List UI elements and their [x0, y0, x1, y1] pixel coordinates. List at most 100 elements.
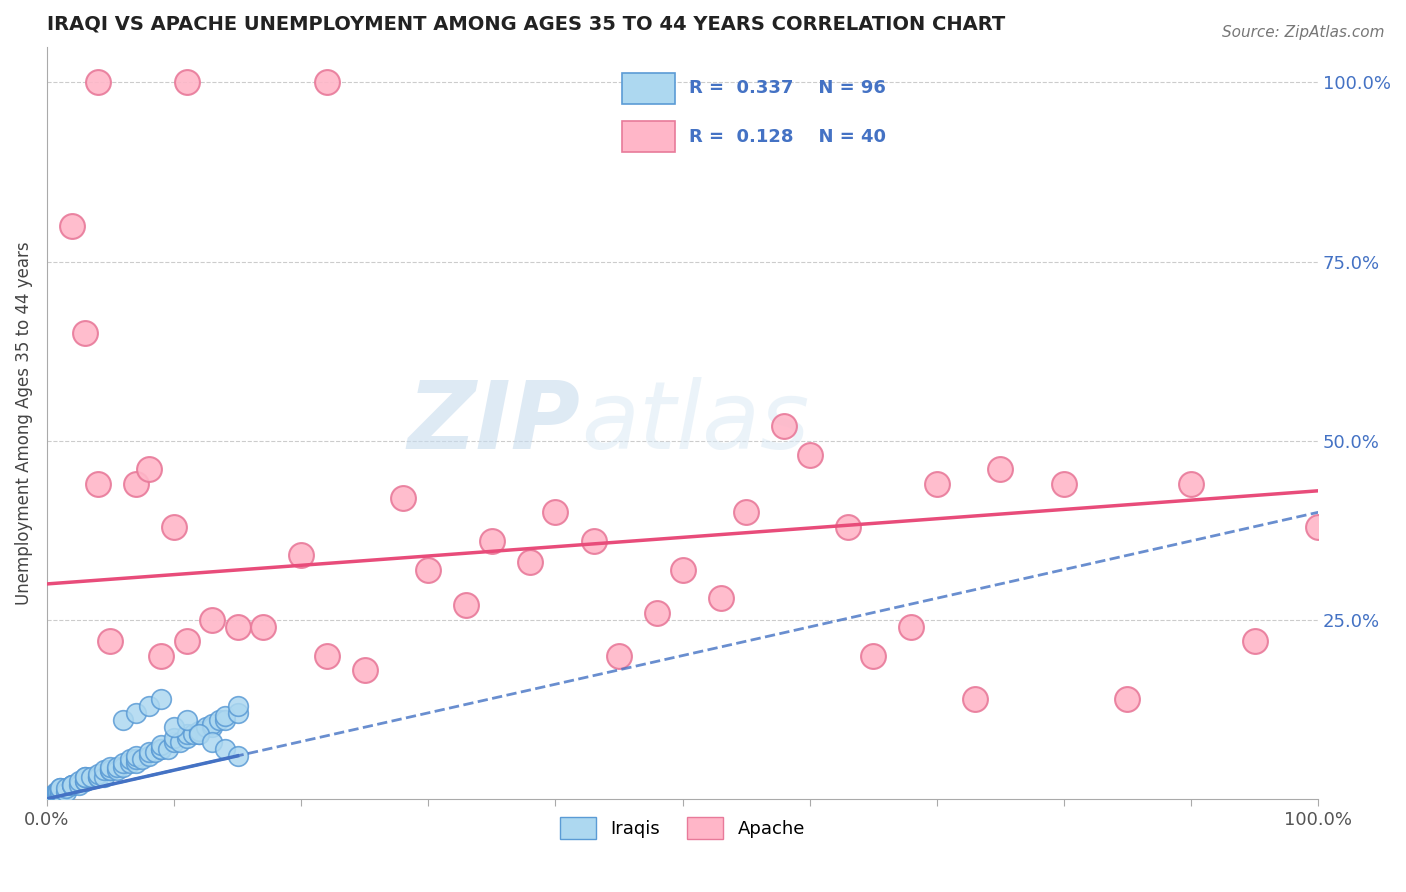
- Point: [226, 620, 249, 634]
- Point: [735, 505, 758, 519]
- Point: [35, 792, 58, 806]
- Point: [163, 731, 186, 745]
- Point: [87, 75, 110, 89]
- Point: [100, 763, 122, 777]
- Point: [163, 720, 186, 734]
- Point: [315, 648, 337, 663]
- Point: [73, 326, 96, 341]
- Point: [138, 462, 160, 476]
- Point: [582, 533, 605, 548]
- Point: [35, 792, 58, 806]
- Text: R =  0.337    N = 96: R = 0.337 N = 96: [689, 79, 886, 97]
- Point: [519, 556, 541, 570]
- Point: [671, 563, 693, 577]
- Point: [131, 752, 153, 766]
- Point: [188, 727, 211, 741]
- Legend: Iraqis, Apache: Iraqis, Apache: [553, 810, 813, 847]
- Point: [169, 734, 191, 748]
- Point: [1116, 691, 1139, 706]
- Point: [100, 634, 122, 648]
- Point: [42, 789, 65, 803]
- Point: [87, 770, 110, 784]
- Point: [48, 785, 70, 799]
- Point: [112, 713, 135, 727]
- Point: [1308, 519, 1330, 533]
- Point: [188, 723, 211, 738]
- Point: [290, 549, 312, 563]
- Point: [35, 792, 58, 806]
- Point: [35, 792, 58, 806]
- Point: [163, 519, 186, 533]
- Point: [67, 777, 90, 791]
- Y-axis label: Unemployment Among Ages 35 to 44 years: Unemployment Among Ages 35 to 44 years: [15, 241, 32, 605]
- Point: [176, 713, 198, 727]
- Text: ZIP: ZIP: [408, 376, 581, 469]
- Point: [35, 792, 58, 806]
- Point: [315, 75, 337, 89]
- Point: [150, 741, 173, 756]
- Point: [112, 756, 135, 770]
- Point: [87, 766, 110, 780]
- Point: [125, 756, 148, 770]
- Point: [80, 770, 103, 784]
- Point: [60, 777, 83, 791]
- Point: [35, 792, 58, 806]
- Point: [100, 759, 122, 773]
- Point: [35, 792, 58, 806]
- Point: [150, 738, 173, 752]
- Point: [46, 785, 69, 799]
- Point: [176, 727, 198, 741]
- Point: [112, 759, 135, 773]
- Point: [201, 720, 224, 734]
- Point: [252, 620, 274, 634]
- Point: [226, 706, 249, 720]
- Point: [176, 75, 198, 89]
- Point: [35, 792, 58, 806]
- Point: [799, 448, 821, 462]
- Point: [150, 691, 173, 706]
- Point: [35, 792, 58, 806]
- Point: [73, 770, 96, 784]
- FancyBboxPatch shape: [621, 73, 675, 103]
- Point: [125, 706, 148, 720]
- Point: [35, 792, 58, 806]
- Point: [156, 741, 179, 756]
- Point: [118, 752, 141, 766]
- Point: [67, 773, 90, 788]
- Point: [105, 759, 128, 773]
- Point: [392, 491, 415, 505]
- Point: [1243, 634, 1265, 648]
- Point: [55, 781, 77, 796]
- Text: R =  0.128    N = 40: R = 0.128 N = 40: [689, 128, 886, 145]
- Point: [45, 785, 67, 799]
- Point: [93, 770, 115, 784]
- Point: [207, 713, 229, 727]
- Point: [125, 476, 148, 491]
- Point: [201, 716, 224, 731]
- Point: [35, 792, 58, 806]
- Point: [226, 748, 249, 763]
- Point: [226, 698, 249, 713]
- Point: [143, 745, 166, 759]
- Point: [125, 748, 148, 763]
- Point: [48, 785, 70, 799]
- Point: [988, 462, 1011, 476]
- Point: [862, 648, 884, 663]
- Point: [481, 533, 503, 548]
- Point: [925, 476, 948, 491]
- Point: [55, 785, 77, 799]
- Point: [188, 727, 211, 741]
- Point: [100, 763, 122, 777]
- Point: [214, 709, 236, 723]
- Point: [214, 741, 236, 756]
- Point: [710, 591, 733, 606]
- Point: [42, 789, 65, 803]
- Point: [60, 219, 83, 233]
- Point: [87, 476, 110, 491]
- Point: [73, 773, 96, 788]
- Point: [1053, 476, 1076, 491]
- Point: [214, 713, 236, 727]
- Text: IRAQI VS APACHE UNEMPLOYMENT AMONG AGES 35 TO 44 YEARS CORRELATION CHART: IRAQI VS APACHE UNEMPLOYMENT AMONG AGES …: [46, 15, 1005, 34]
- Point: [837, 519, 859, 533]
- Point: [118, 756, 141, 770]
